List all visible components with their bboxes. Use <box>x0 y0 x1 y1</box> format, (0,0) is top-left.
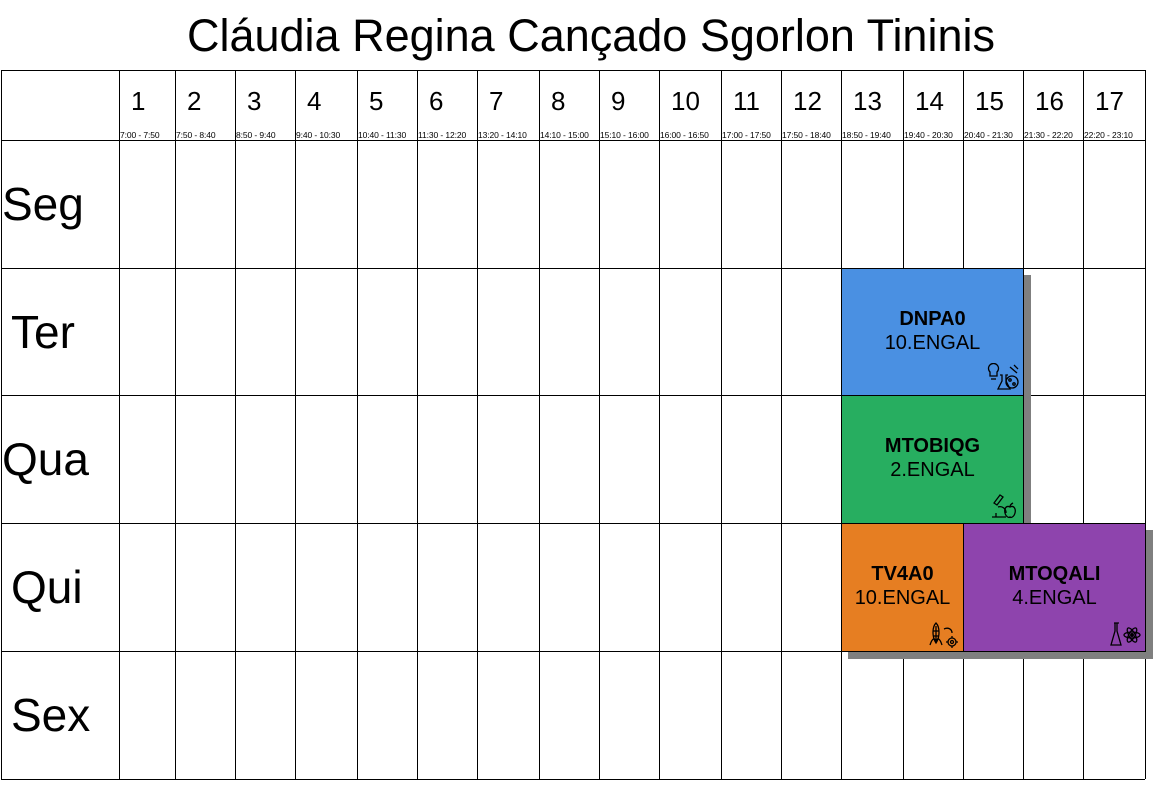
grid-vertical-line <box>235 70 236 779</box>
class-code: MTOBIQG <box>884 435 981 457</box>
period-time: 7:50 - 8:40 <box>176 130 216 140</box>
grid-horizontal-line <box>1 523 1145 524</box>
class-code: MTOQALI <box>1008 563 1101 585</box>
grid-vertical-line <box>599 70 600 779</box>
grid-horizontal-line <box>1 779 1145 780</box>
class-block-mtoqali[interactable]: MTOQALI 4.ENGAL <box>963 523 1146 652</box>
class-block-tv4a0[interactable]: TV4A0 10.ENGAL <box>841 523 964 652</box>
class-group: 10.ENGAL <box>884 331 981 354</box>
day-label-qui: Qui <box>11 561 83 613</box>
period-number: 7 <box>489 86 504 116</box>
grid-vertical-line <box>659 70 660 779</box>
period-time: 19:40 - 20:30 <box>904 130 953 140</box>
period-time: 15:10 - 16:00 <box>600 130 649 140</box>
period-time: 11:30 - 12:20 <box>418 130 467 140</box>
grid-vertical-line <box>1145 70 1146 779</box>
grid-vertical-line <box>1 70 2 779</box>
page-title: Cláudia Regina Cançado Sgorlon Tininis <box>186 10 995 61</box>
period-time: 17:50 - 18:40 <box>782 130 831 140</box>
period-number: 3 <box>247 86 262 116</box>
period-time: 7:00 - 7:50 <box>120 130 160 140</box>
period-time: 18:50 - 19:40 <box>842 130 891 140</box>
period-number: 8 <box>551 86 566 116</box>
lab-bacteria-icon <box>986 362 1020 393</box>
period-number: 12 <box>793 86 822 116</box>
corn-gear-icon <box>926 619 960 649</box>
period-number: 17 <box>1095 86 1124 116</box>
period-time: 14:10 - 15:00 <box>540 130 589 140</box>
day-label-qua: Qua <box>2 433 89 485</box>
period-time: 9:40 - 10:30 <box>296 130 341 140</box>
period-number: 1 <box>131 86 146 116</box>
class-group: 10.ENGAL <box>854 587 951 609</box>
grid-vertical-line <box>295 70 296 779</box>
period-number: 15 <box>975 86 1004 116</box>
period-time: 13:20 - 14:10 <box>478 130 527 140</box>
grid-vertical-line <box>781 70 782 779</box>
day-label-seg: Seg <box>2 178 84 230</box>
grid-horizontal-line <box>1 651 1145 652</box>
period-time: 8:50 - 9:40 <box>236 130 276 140</box>
period-number: 6 <box>429 86 444 116</box>
grid-vertical-line <box>417 70 418 779</box>
grid-vertical-line <box>721 70 722 779</box>
class-block-dnpa0[interactable]: DNPA0 10.ENGAL <box>841 268 1024 396</box>
period-time: 17:00 - 17:50 <box>722 130 771 140</box>
grid-horizontal-line <box>1 268 1145 269</box>
grid-horizontal-line <box>1 140 1145 141</box>
period-number: 2 <box>187 86 202 116</box>
period-number: 5 <box>369 86 384 116</box>
period-time: 22:20 - 23:10 <box>1084 130 1133 140</box>
day-label-sex: Sex <box>11 689 91 741</box>
period-number: 10 <box>671 86 700 116</box>
period-number: 13 <box>853 86 882 116</box>
grid-vertical-line <box>539 70 540 779</box>
day-label-ter: Ter <box>11 305 75 358</box>
microscope-apple-icon <box>986 491 1020 521</box>
period-time: 21:30 - 22:20 <box>1024 130 1073 140</box>
period-number: 16 <box>1035 86 1064 116</box>
period-number: 11 <box>733 86 760 116</box>
period-number: 9 <box>611 86 626 116</box>
grid-vertical-line <box>477 70 478 779</box>
class-code: TV4A0 <box>871 563 934 585</box>
class-block-mtobiqg[interactable]: MTOBIQG 2.ENGAL <box>841 395 1024 524</box>
period-time: 10:40 - 11:30 <box>358 130 407 140</box>
flask-atom-icon <box>1108 619 1142 649</box>
grid-vertical-line <box>119 70 120 779</box>
period-time: 16:00 - 16:50 <box>660 130 709 140</box>
grid-horizontal-line <box>1 395 1145 396</box>
class-code: DNPA0 <box>899 307 966 330</box>
period-number: 14 <box>915 86 944 116</box>
grid-horizontal-line <box>1 70 1145 71</box>
period-time: 20:40 - 21:30 <box>964 130 1013 140</box>
grid-vertical-line <box>357 70 358 779</box>
grid-vertical-line <box>175 70 176 779</box>
class-group: 4.ENGAL <box>1012 587 1097 609</box>
grid-vertical-line <box>1083 70 1084 779</box>
class-group: 2.ENGAL <box>890 459 975 481</box>
period-number: 4 <box>307 86 322 116</box>
